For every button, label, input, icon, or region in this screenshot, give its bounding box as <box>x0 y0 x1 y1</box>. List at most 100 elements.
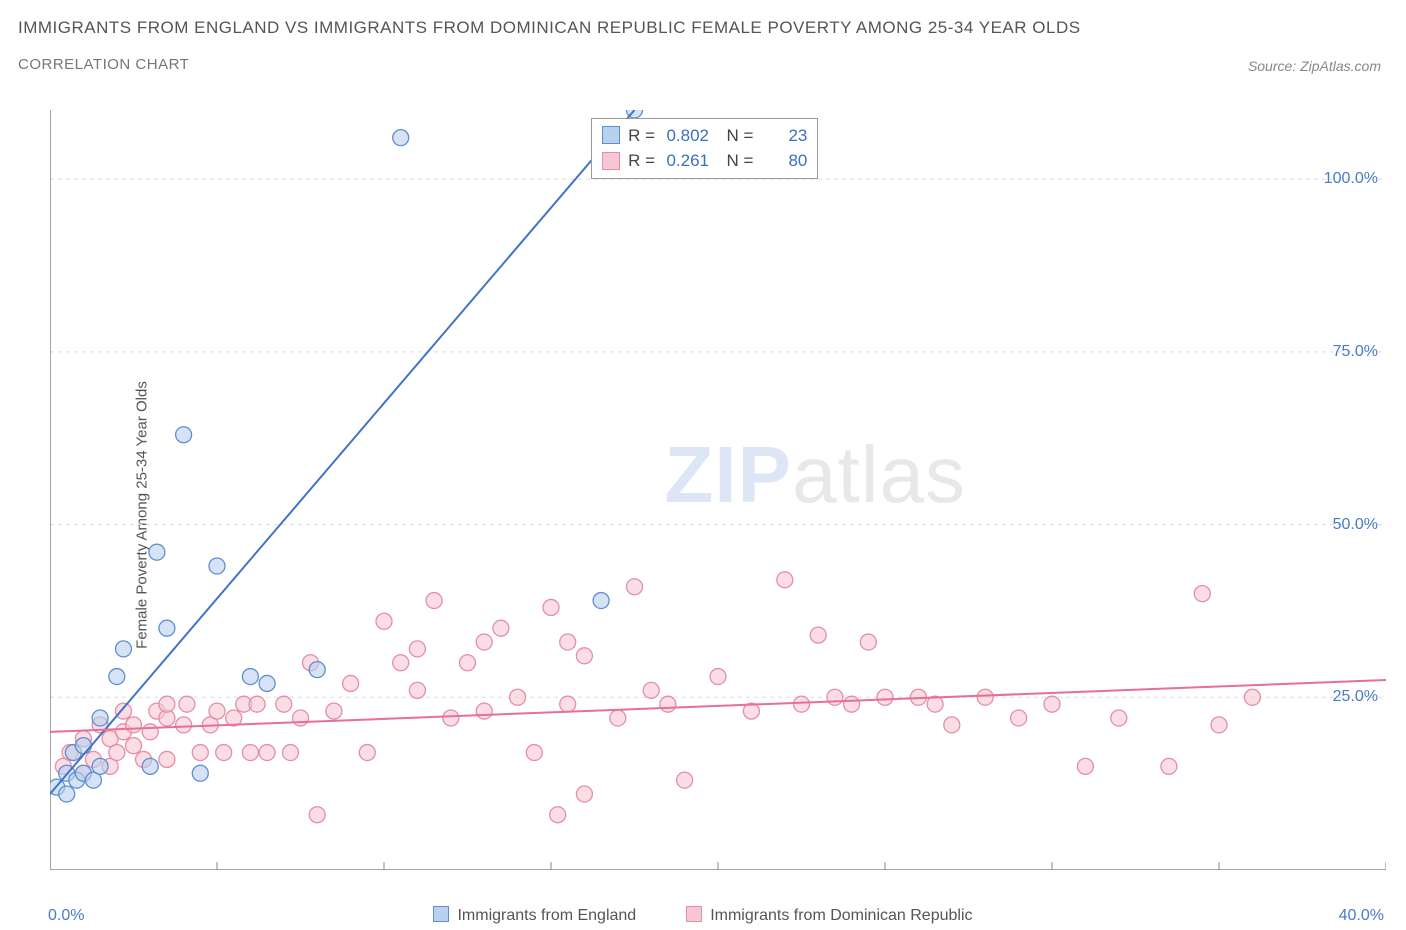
scatter-point <box>627 579 643 595</box>
scatter-point <box>426 593 442 609</box>
scatter-point <box>192 765 208 781</box>
scatter-point <box>1211 717 1227 733</box>
chart-title: IMMIGRANTS FROM ENGLAND VS IMMIGRANTS FR… <box>18 18 1388 38</box>
scatter-point <box>92 758 108 774</box>
y-axis-tick: 50.0% <box>1333 516 1378 534</box>
scatter-point <box>326 703 342 719</box>
scatter-point <box>159 620 175 636</box>
scatter-point <box>309 662 325 678</box>
scatter-point <box>149 544 165 560</box>
scatter-point <box>192 745 208 761</box>
scatter-point <box>944 717 960 733</box>
scatter-point <box>877 689 893 705</box>
scatter-point <box>677 772 693 788</box>
plot-area: ZIPatlas R =0.802 N =23R =0.261 N =80 <box>50 110 1386 870</box>
scatter-point <box>560 696 576 712</box>
scatter-point <box>159 696 175 712</box>
scatter-point <box>543 599 559 615</box>
scatter-point <box>1111 710 1127 726</box>
chart-container: Female Poverty Among 25-34 Year Olds ZIP… <box>0 100 1406 930</box>
scatter-point <box>593 593 609 609</box>
scatter-point <box>176 717 192 733</box>
scatter-point <box>576 786 592 802</box>
stats-legend-row: R =0.802 N =23 <box>602 123 807 149</box>
scatter-point <box>282 745 298 761</box>
scatter-point <box>393 130 409 146</box>
scatter-point <box>526 745 542 761</box>
scatter-point <box>142 758 158 774</box>
scatter-point <box>376 613 392 629</box>
scatter-point <box>560 634 576 650</box>
scatter-point <box>844 696 860 712</box>
scatter-point <box>550 807 566 823</box>
scatter-point <box>126 738 142 754</box>
scatter-point <box>359 745 375 761</box>
scatter-point <box>179 696 195 712</box>
scatter-point <box>59 786 75 802</box>
y-axis-tick: 75.0% <box>1333 343 1378 361</box>
scatter-point <box>249 696 265 712</box>
scatter-point <box>409 641 425 657</box>
source-attribution: Source: ZipAtlas.com <box>1248 58 1381 74</box>
scatter-point <box>860 634 876 650</box>
scatter-point <box>977 689 993 705</box>
scatter-point <box>92 710 108 726</box>
scatter-point <box>293 710 309 726</box>
chart-subtitle: CORRELATION CHART <box>18 56 1388 73</box>
scatter-point <box>176 427 192 443</box>
scatter-point <box>259 745 275 761</box>
scatter-point <box>242 669 258 685</box>
legend-item: Immigrants from England <box>433 906 636 925</box>
scatter-point <box>1244 689 1260 705</box>
scatter-point <box>510 689 526 705</box>
scatter-point <box>159 751 175 767</box>
scatter-point <box>309 807 325 823</box>
scatter-point <box>75 738 91 754</box>
legend-swatch-icon <box>686 906 702 922</box>
scatter-point <box>409 682 425 698</box>
scatter-point <box>1011 710 1027 726</box>
scatter-point <box>1161 758 1177 774</box>
scatter-point <box>660 696 676 712</box>
scatter-point <box>276 696 292 712</box>
scatter-point <box>476 634 492 650</box>
scatter-point <box>393 655 409 671</box>
y-axis-tick: 100.0% <box>1324 170 1378 188</box>
stats-legend: R =0.802 N =23R =0.261 N =80 <box>591 118 818 179</box>
scatter-point <box>1077 758 1093 774</box>
scatter-point <box>209 558 225 574</box>
scatter-point <box>794 696 810 712</box>
scatter-point <box>115 703 131 719</box>
scatter-point <box>109 745 125 761</box>
scatter-point <box>1194 586 1210 602</box>
scatter-point <box>493 620 509 636</box>
scatter-point <box>827 689 843 705</box>
legend-swatch-icon <box>602 152 620 170</box>
scatter-point <box>1044 696 1060 712</box>
scatter-point <box>343 675 359 691</box>
scatter-point <box>810 627 826 643</box>
scatter-point <box>109 669 125 685</box>
legend-swatch-icon <box>602 126 620 144</box>
stats-legend-row: R =0.261 N =80 <box>602 148 807 174</box>
scatter-point <box>209 703 225 719</box>
scatter-point <box>710 669 726 685</box>
legend-item: Immigrants from Dominican Republic <box>686 906 972 925</box>
scatter-point <box>242 745 258 761</box>
scatter-point <box>476 703 492 719</box>
scatter-point <box>460 655 476 671</box>
scatter-point <box>142 724 158 740</box>
scatter-point <box>216 745 232 761</box>
scatter-point <box>259 675 275 691</box>
scatter-point <box>576 648 592 664</box>
y-axis-tick: 25.0% <box>1333 688 1378 706</box>
scatter-point <box>643 682 659 698</box>
scatter-point <box>126 717 142 733</box>
scatter-point <box>115 641 131 657</box>
bottom-legend: Immigrants from England Immigrants from D… <box>0 906 1406 925</box>
trend-line <box>50 110 635 794</box>
scatter-point <box>610 710 626 726</box>
scatter-point <box>443 710 459 726</box>
legend-swatch-icon <box>433 906 449 922</box>
scatter-point <box>777 572 793 588</box>
